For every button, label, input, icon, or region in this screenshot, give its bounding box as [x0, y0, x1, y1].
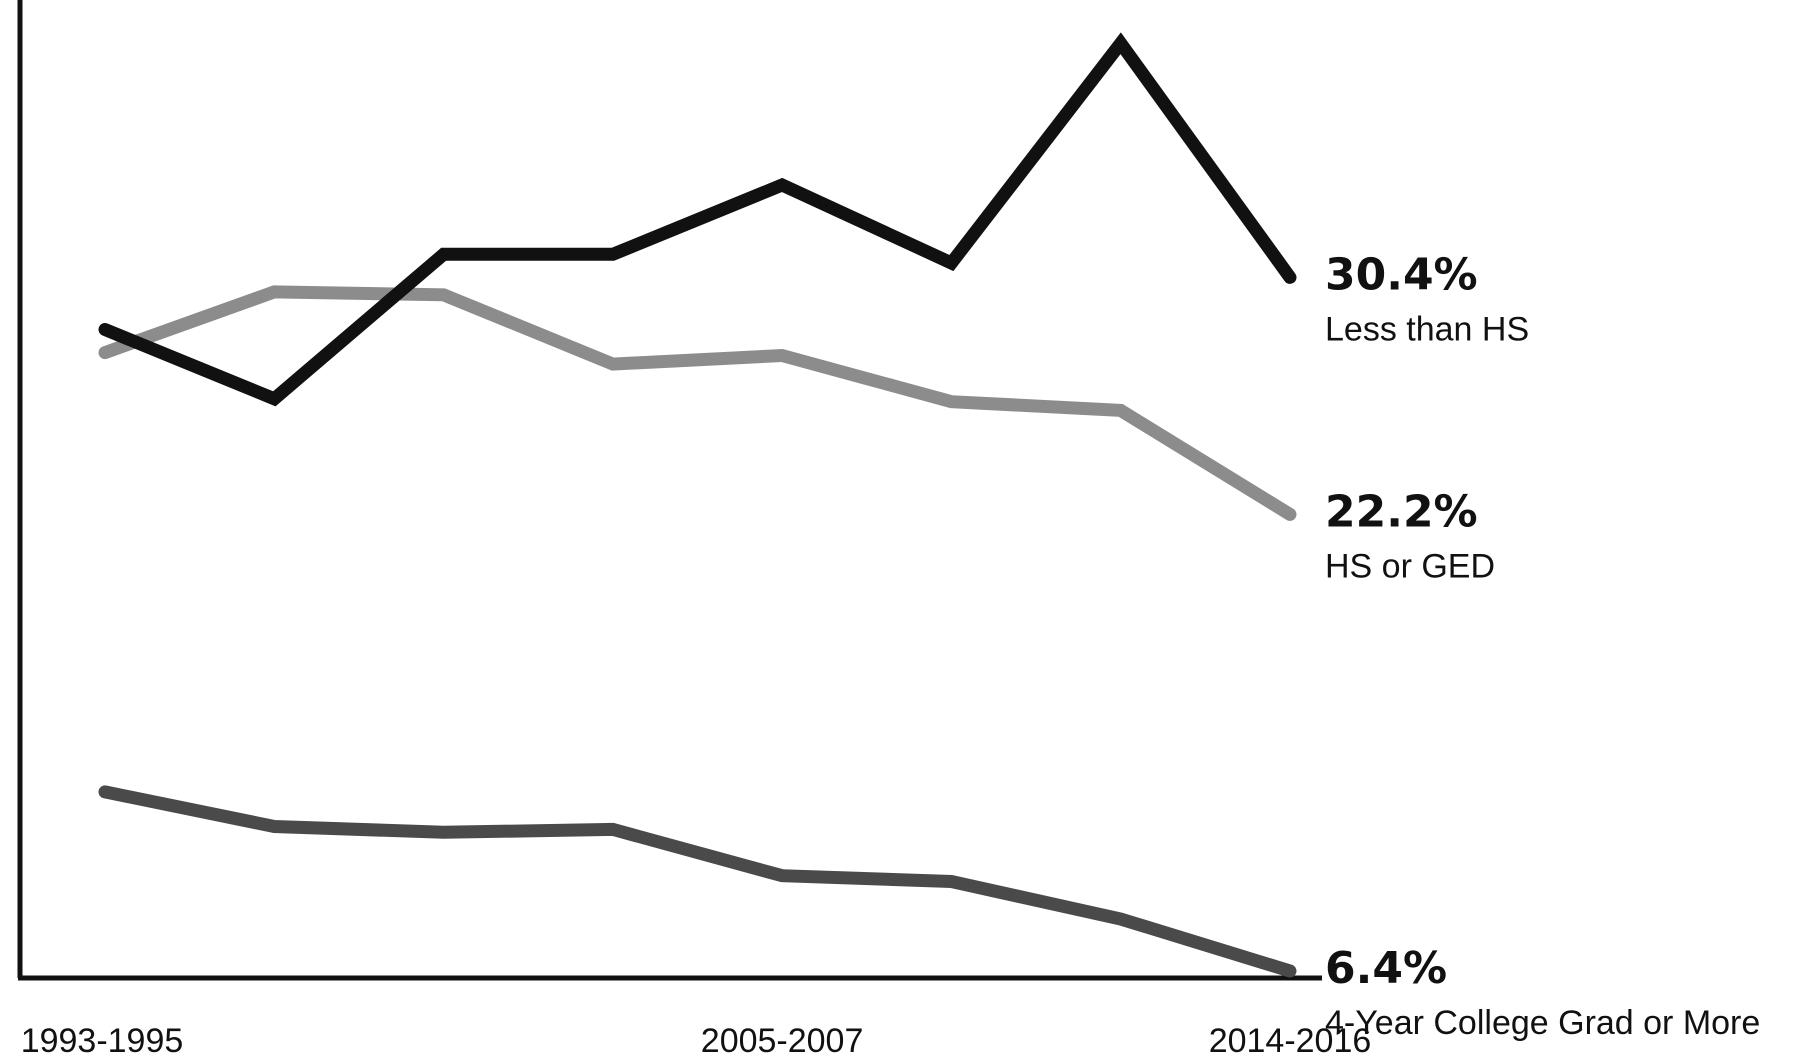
data-point-hs-or-ged-4: [781, 355, 783, 356]
data-point-less-than-hs-2: [443, 253, 445, 255]
data-point-4-year-college-grad-or-more-3: [612, 828, 614, 830]
data-point-4-year-college-grad-or-more-4: [781, 875, 783, 877]
end-label-4-year-college-grad-or-more: 4-Year College Grad or More: [1325, 1004, 1760, 1042]
series-line-hs-or-ged: [98, 285, 1297, 521]
data-point-less-than-hs-0: [104, 329, 106, 330]
data-point-4-year-college-grad-or-more-6: [1120, 918, 1122, 920]
end-value-4-year-college-grad-or-more: 6.4%: [1325, 943, 1447, 994]
x-tick-label-2014-2016: 2014-2016: [1209, 1022, 1372, 1060]
x-tick-labels: 1993-1995 2005-2007 2014-2016: [21, 1022, 1372, 1060]
data-point-less-than-hs-3: [612, 253, 614, 255]
data-point-4-year-college-grad-or-more-5: [950, 881, 952, 882]
series-line-less-than-hs: [98, 32, 1297, 407]
data-point-4-year-college-grad-or-more-1: [273, 826, 275, 827]
data-point-hs-or-ged-5: [950, 401, 952, 403]
chart-axes: [17, 0, 1322, 981]
data-point-hs-or-ged-6: [1120, 409, 1122, 411]
x-tick-label-2005-2007: 2005-2007: [701, 1022, 864, 1060]
data-point-less-than-hs-4: [781, 184, 783, 186]
data-point-hs-or-ged-2: [443, 294, 445, 296]
series-line-4-year-college-grad-or-more: [98, 785, 1297, 978]
data-point-4-year-college-grad-or-more-7: [1289, 970, 1291, 972]
end-label-less-than-hs: Less than HS: [1325, 310, 1529, 348]
end-value-less-than-hs: 30.4%: [1325, 249, 1478, 300]
data-point-less-than-hs-7: [1289, 276, 1291, 278]
data-point-hs-or-ged-3: [612, 363, 614, 365]
data-point-4-year-college-grad-or-more-0: [104, 791, 106, 793]
end-value-hs-or-ged: 22.2%: [1325, 486, 1478, 537]
data-point-less-than-hs-5: [950, 262, 952, 264]
data-point-hs-or-ged-1: [273, 291, 275, 293]
end-label-hs-or-ged: HS or GED: [1325, 547, 1495, 585]
data-point-hs-or-ged-7: [1289, 513, 1291, 515]
data-point-less-than-hs-6: [1120, 42, 1122, 44]
x-tick-label-1993-1995: 1993-1995: [21, 1022, 184, 1060]
end-labels-layer: 30.4% Less than HS 22.2% HS or GED 6.4% 4-Yea…: [1325, 249, 1760, 1042]
data-point-4-year-college-grad-or-more-2: [443, 831, 445, 833]
series-layer: [98, 32, 1297, 978]
data-point-hs-or-ged-0: [104, 352, 106, 354]
data-point-less-than-hs-1: [273, 398, 275, 400]
